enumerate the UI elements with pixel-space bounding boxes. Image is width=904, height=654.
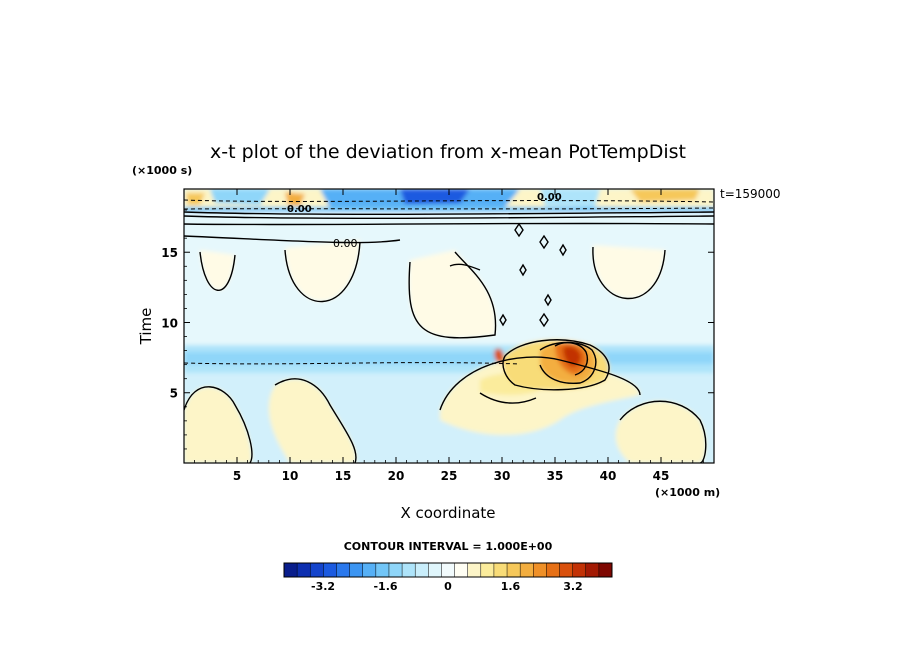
x-tick-label: 30 xyxy=(494,469,511,483)
y-axis-label: Time xyxy=(137,308,155,346)
x-tick-label: 25 xyxy=(441,469,458,483)
colorbar-swatch xyxy=(349,563,364,577)
x-tick-label: 20 xyxy=(388,469,405,483)
colorbar-swatch xyxy=(520,563,534,577)
colorbar-swatch xyxy=(297,563,311,577)
colorbar-swatch xyxy=(572,563,587,577)
colorbar-tick-label: 0 xyxy=(444,580,452,593)
colorbar-swatch xyxy=(336,563,350,577)
colorbar-swatch xyxy=(507,563,521,577)
colorbar-swatch xyxy=(585,563,600,577)
colorbar-frame xyxy=(283,562,613,578)
colorbar-swatch xyxy=(375,563,390,577)
colorbar-swatch xyxy=(441,563,455,577)
contour-label: 0.00 xyxy=(287,204,312,215)
colorbar-swatch xyxy=(428,563,442,577)
colorbar-swatch xyxy=(310,563,324,577)
colorbar-swatch xyxy=(402,563,416,577)
shaded-field xyxy=(184,189,714,463)
y-tick-label: 15 xyxy=(161,246,178,260)
x-tick-label: 10 xyxy=(282,469,299,483)
colorbar-tick-label: -1.6 xyxy=(373,580,397,593)
negative-contours xyxy=(184,199,714,365)
x-tick-label: 40 xyxy=(600,469,617,483)
colorbar-swatch xyxy=(467,563,482,577)
axes: 5 10 15 20 25 30 35 40 45 5 10 15 xyxy=(161,189,714,483)
colorbar-swatch xyxy=(598,563,613,577)
contour-label: 0.00 xyxy=(333,237,358,250)
contour-label: 0.00 xyxy=(537,192,562,203)
colorbar-swatch xyxy=(284,563,298,577)
x-tick-label: 45 xyxy=(653,469,670,483)
x-unit-label: (×1000 m) xyxy=(655,486,720,499)
colorbar-swatch xyxy=(323,563,337,577)
colorbar-tick-label: 3.2 xyxy=(563,580,583,593)
colorbar-swatch xyxy=(388,563,403,577)
colorbar-swatch xyxy=(362,563,377,577)
y-unit-label: (×1000 s) xyxy=(132,164,192,177)
colorbar-swatch xyxy=(480,563,495,577)
y-tick-label: 5 xyxy=(170,387,178,401)
chart-title: x-t plot of the deviation from x-mean Po… xyxy=(210,141,686,163)
contour-interval-label: CONTOUR INTERVAL = 1.000E+00 xyxy=(344,540,553,553)
y-tick-label: 10 xyxy=(161,316,178,330)
colorbar-swatch xyxy=(493,563,508,577)
plot-area xyxy=(184,189,714,463)
x-tick-label: 5 xyxy=(233,469,241,483)
contour-lines xyxy=(184,211,714,463)
colorbar-swatch xyxy=(559,563,573,577)
x-axis-label: X coordinate xyxy=(400,504,495,522)
colorbar-swatch xyxy=(415,563,429,577)
x-tick-label: 35 xyxy=(547,469,564,483)
colorbar-swatch xyxy=(533,563,547,577)
colorbar: -3.2 -1.6 0 1.6 3.2 xyxy=(283,562,613,593)
time-stamp: t=159000 xyxy=(720,187,781,201)
colorbar-swatch xyxy=(546,563,560,577)
x-tick-label: 15 xyxy=(335,469,352,483)
colorbar-swatch xyxy=(454,563,468,577)
colorbar-tick-label: -3.2 xyxy=(311,580,335,593)
colorbar-tick-label: 1.6 xyxy=(501,580,521,593)
